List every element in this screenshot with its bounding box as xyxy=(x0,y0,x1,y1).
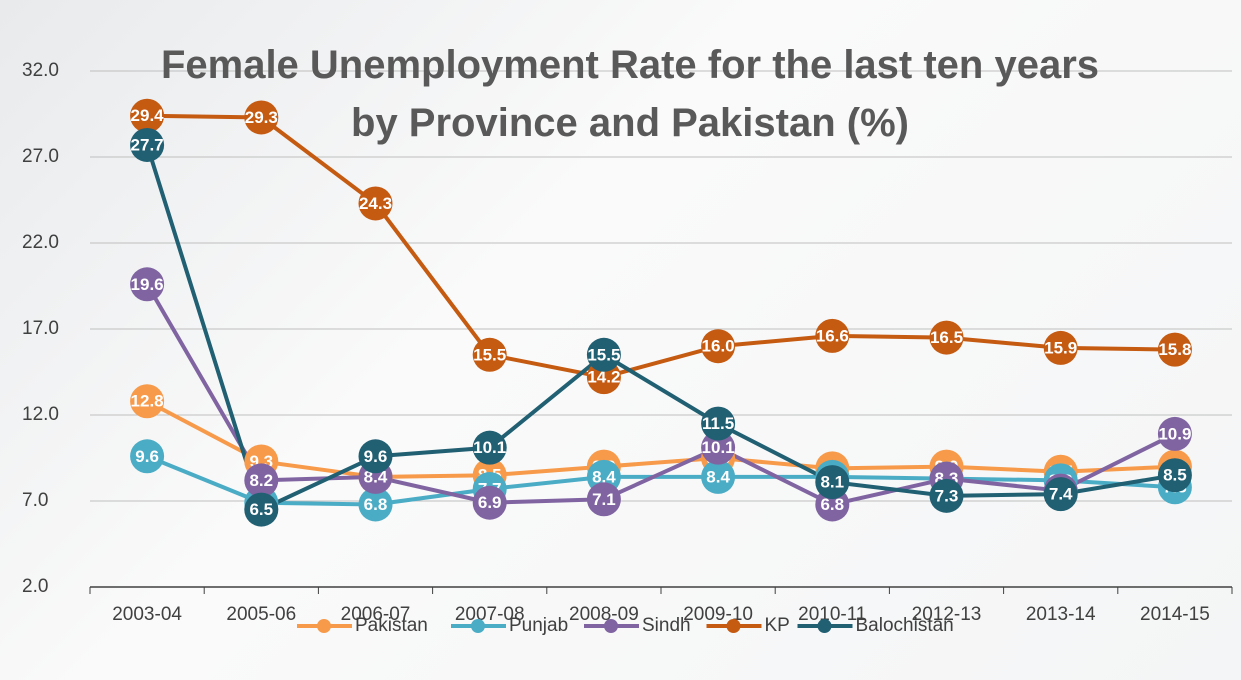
marker xyxy=(244,100,279,135)
line xyxy=(146,454,1176,507)
legend-marker xyxy=(817,619,832,633)
marker xyxy=(1043,330,1078,365)
legend-marker xyxy=(726,619,741,633)
marker xyxy=(815,318,850,353)
marker xyxy=(130,439,165,474)
marker xyxy=(244,463,279,498)
x-tick-label: 2013-14 xyxy=(1026,604,1096,625)
marker xyxy=(1043,477,1078,512)
legend-label: Balochistan xyxy=(856,615,954,636)
y-tick-label: 17.0 xyxy=(22,318,59,339)
legend-label: Pakistan xyxy=(355,615,428,636)
marker xyxy=(701,329,736,364)
legend-marker xyxy=(471,619,485,633)
y-tick-label: 2.0 xyxy=(22,576,48,597)
marker xyxy=(472,430,507,465)
legend-label: KP xyxy=(765,615,790,636)
x-tick-label: 2008-09 xyxy=(569,604,639,625)
x-tick-label: 2005-06 xyxy=(226,604,296,625)
legend-label: Punjab xyxy=(509,615,568,636)
line xyxy=(146,399,1175,479)
marker xyxy=(701,430,736,465)
data-label: 6.5 xyxy=(249,500,273,519)
data-label: 24.3 xyxy=(359,194,392,213)
data-label: 16.6 xyxy=(816,326,849,345)
data-label: 7.1 xyxy=(592,490,616,509)
data-label: 12.8 xyxy=(131,392,164,411)
line xyxy=(147,113,1175,380)
data-label: 8.4 xyxy=(592,467,616,486)
x-tick-label: 2003-04 xyxy=(112,604,182,625)
y-tick-label: 22.0 xyxy=(22,232,59,253)
marker xyxy=(586,482,621,517)
data-label: 10.1 xyxy=(473,438,506,457)
y-tick-label: 7.0 xyxy=(22,490,48,511)
data-label: 7.3 xyxy=(935,486,959,505)
marker xyxy=(1157,332,1192,367)
legend-marker xyxy=(317,619,331,633)
x-tick-label: 2006-07 xyxy=(341,604,411,625)
marker xyxy=(130,384,165,419)
marker xyxy=(929,478,964,513)
data-label: 7.4 xyxy=(1049,485,1073,504)
data-label: 15.5 xyxy=(473,345,506,364)
marker xyxy=(929,320,964,355)
data-label: 10.1 xyxy=(702,438,735,457)
marker xyxy=(701,459,736,494)
y-tick-label: 12.0 xyxy=(22,404,59,425)
data-label: 6.8 xyxy=(364,495,388,514)
marker xyxy=(358,487,393,522)
marker xyxy=(472,337,507,372)
data-label: 8.2 xyxy=(249,471,273,490)
data-label: 8.4 xyxy=(706,467,730,486)
marker xyxy=(1157,416,1192,451)
marker xyxy=(1157,458,1192,493)
marker xyxy=(244,492,279,527)
data-label: 16.5 xyxy=(930,328,963,347)
y-tick-label: 27.0 xyxy=(22,146,59,167)
line xyxy=(145,283,1176,507)
data-label: 15.8 xyxy=(1158,340,1191,359)
marker xyxy=(586,337,621,372)
x-tick-label: 2010-11 xyxy=(798,604,866,625)
marker xyxy=(358,439,393,474)
legend-marker xyxy=(604,619,618,633)
marker xyxy=(358,186,393,221)
data-label: 6.9 xyxy=(478,493,502,512)
y-tick-label: 32.0 xyxy=(22,60,59,81)
data-label: 15.9 xyxy=(1044,338,1077,357)
marker xyxy=(815,465,850,500)
data-label: 19.6 xyxy=(131,275,164,294)
data-label: 14.2 xyxy=(587,368,620,387)
data-label: 8.5 xyxy=(1163,466,1187,485)
data-label: 29.3 xyxy=(245,108,278,127)
line xyxy=(145,144,1176,513)
data-label: 6.8 xyxy=(820,495,844,514)
x-tick-label: 2012-13 xyxy=(912,604,982,625)
chart-title: Female Unemployment Rate for the last te… xyxy=(160,43,1100,145)
data-label: 8.1 xyxy=(820,473,844,492)
marker xyxy=(472,485,507,520)
x-tick-label: 2014-15 xyxy=(1140,604,1210,625)
data-label: 27.7 xyxy=(131,135,164,154)
data-label: 16.0 xyxy=(702,337,735,356)
data-label: 9.6 xyxy=(135,447,159,466)
data-label: 9.6 xyxy=(364,447,388,466)
x-tick-label: 2009-10 xyxy=(683,604,753,625)
marker xyxy=(130,267,165,302)
data-label: 10.9 xyxy=(1158,424,1191,443)
legend-label: Sindh xyxy=(642,615,691,636)
x-tick-label: 2007-08 xyxy=(455,604,525,625)
marker xyxy=(130,127,165,162)
data-label: 11.5 xyxy=(702,414,734,433)
data-label: 15.5 xyxy=(587,345,620,364)
marker xyxy=(130,98,165,133)
data-label: 29.4 xyxy=(131,106,165,125)
marker xyxy=(701,406,736,441)
